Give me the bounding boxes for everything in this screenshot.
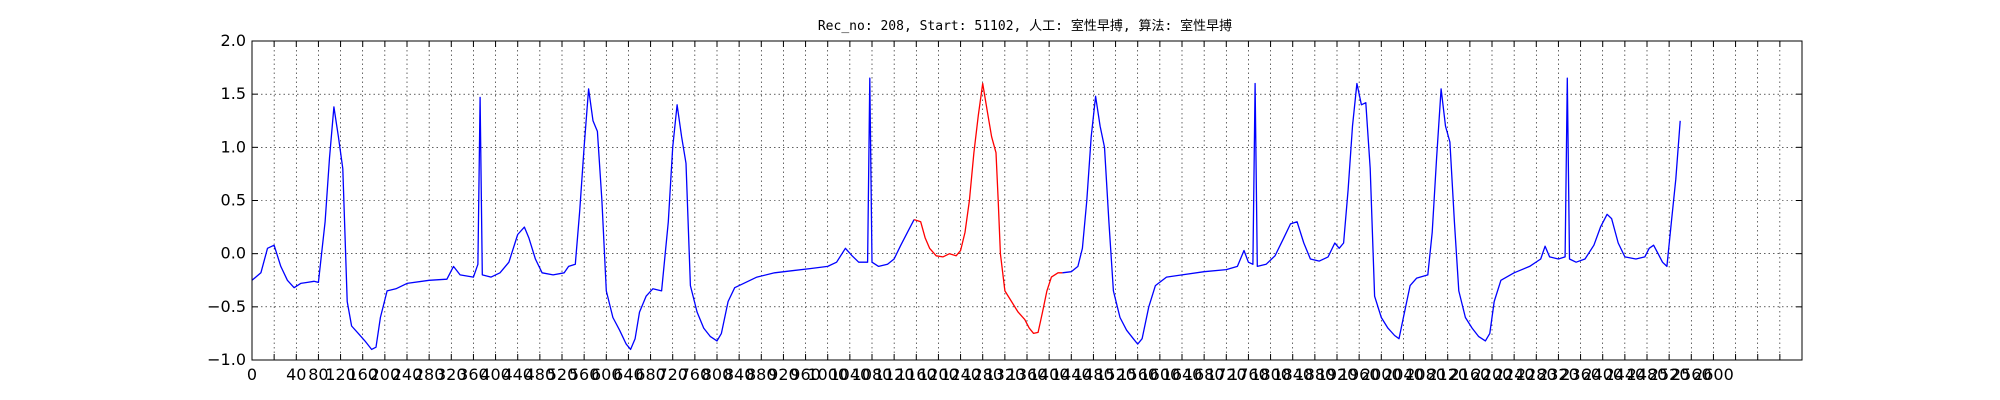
chart-title: Rec_no: 208, Start: 51102, 人工: 室性早搏, 算法:… xyxy=(818,18,1232,34)
x-tick-label: 1200 xyxy=(918,365,959,384)
x-tick-label: 160 xyxy=(347,365,378,384)
x-tick-label: 2440 xyxy=(1604,365,1645,384)
x-tick-label: 1280 xyxy=(962,365,1003,384)
x-tick-label: 2120 xyxy=(1427,365,1468,384)
y-tick-label: 1.0 xyxy=(221,137,246,156)
x-tick-label: 1800 xyxy=(1250,365,1291,384)
x-tick-label: 520 xyxy=(547,365,578,384)
x-tick-label: 720 xyxy=(657,365,688,384)
x-tick-label: 40 xyxy=(286,365,306,384)
x-tick-label: 0 xyxy=(247,365,257,384)
x-tick-label: 120 xyxy=(325,365,356,384)
x-tick-label: 640 xyxy=(613,365,644,384)
x-tick-label: 1880 xyxy=(1294,365,1335,384)
x-tick-label: 80 xyxy=(308,365,328,384)
x-tick-label: 1440 xyxy=(1051,365,1092,384)
ecg-series-2 xyxy=(1062,77,1681,345)
x-tick-label: 2360 xyxy=(1560,365,1601,384)
x-tick-label: 2520 xyxy=(1649,365,1690,384)
x-tick-label: 760 xyxy=(680,365,711,384)
x-tick-label: 1040 xyxy=(829,365,870,384)
x-tick-label: 2560 xyxy=(1671,365,1712,384)
x-tick-label: 2600 xyxy=(1693,365,1734,384)
x-tick-label: 2000 xyxy=(1361,365,1402,384)
x-tick-label: 1680 xyxy=(1184,365,1225,384)
x-tick-label: 2080 xyxy=(1405,365,1446,384)
x-tick-label: 1160 xyxy=(896,365,937,384)
x-tick-label: 2040 xyxy=(1383,365,1424,384)
x-tick-label: 2280 xyxy=(1516,365,1557,384)
x-tick-label: 1520 xyxy=(1095,365,1136,384)
x-tick-label: 1240 xyxy=(940,365,981,384)
y-tick-label: −1.0 xyxy=(207,350,246,369)
x-tick-label: 2480 xyxy=(1627,365,1668,384)
x-tick-label: 600 xyxy=(591,365,622,384)
x-tick-label: 1920 xyxy=(1317,365,1358,384)
x-tick-label: 2320 xyxy=(1538,365,1579,384)
y-tick-label: 1.5 xyxy=(221,84,246,103)
x-tick-label: 1720 xyxy=(1206,365,1247,384)
x-tick-label: 2240 xyxy=(1494,365,1535,384)
x-tick-label: 880 xyxy=(746,365,777,384)
x-axis: 0 40 8012016020024028032036040044048052056… xyxy=(247,41,1803,384)
x-tick-label: 280 xyxy=(414,365,445,384)
x-tick-label: 1360 xyxy=(1007,365,1048,384)
x-tick-label: 200 xyxy=(370,365,401,384)
x-tick-label: 1640 xyxy=(1162,365,1203,384)
x-tick-label: 2200 xyxy=(1472,365,1513,384)
x-tick-label: 1560 xyxy=(1117,365,1158,384)
x-tick-label: 2160 xyxy=(1449,365,1490,384)
y-tick-label: 0.0 xyxy=(221,244,246,263)
x-tick-label: 1080 xyxy=(852,365,893,384)
x-tick-label: 960 xyxy=(790,365,821,384)
y-axis: 2.0 1.5 1.0 0.5 0.0 −0.5 −1.0 xyxy=(207,31,1802,369)
x-tick-label: 1760 xyxy=(1228,365,1269,384)
y-tick-label: 2.0 xyxy=(221,31,246,50)
x-tick-label: 1320 xyxy=(984,365,1025,384)
ecg-series-1 xyxy=(913,82,1063,335)
x-tick-label: 1960 xyxy=(1339,365,1380,384)
x-tick-label: 240 xyxy=(392,365,423,384)
x-tick-label: 840 xyxy=(724,365,755,384)
plot-series xyxy=(251,77,1681,351)
x-tick-label: 1120 xyxy=(874,365,915,384)
x-tick-label: 1000 xyxy=(807,365,848,384)
x-tick-label: 1600 xyxy=(1139,365,1180,384)
grid xyxy=(252,41,1802,360)
y-tick-label: −0.5 xyxy=(207,297,246,316)
x-tick-label: 320 xyxy=(436,365,467,384)
x-tick-label: 680 xyxy=(635,365,666,384)
x-tick-label: 2400 xyxy=(1582,365,1623,384)
x-tick-label: 920 xyxy=(768,365,799,384)
x-tick-label: 480 xyxy=(525,365,556,384)
x-tick-label: 440 xyxy=(502,365,533,384)
x-tick-label: 800 xyxy=(702,365,733,384)
x-tick-label: 1400 xyxy=(1029,365,1070,384)
x-tick-label: 1480 xyxy=(1073,365,1114,384)
x-tick-label: 400 xyxy=(480,365,511,384)
x-tick-label: 1840 xyxy=(1272,365,1313,384)
y-tick-label: 0.5 xyxy=(221,191,246,210)
ecg-series-0 xyxy=(251,77,915,351)
x-tick-label: 360 xyxy=(458,365,489,384)
x-tick-label: 560 xyxy=(569,365,600,384)
